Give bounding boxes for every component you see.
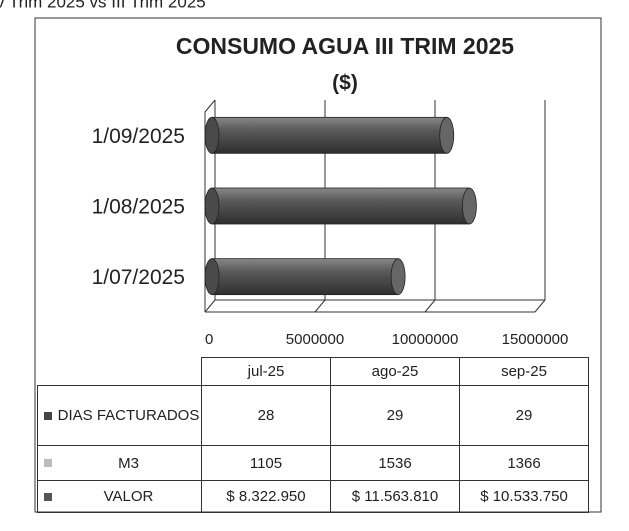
table-cell: 1105: [201, 445, 331, 481]
data-table: jul-25 ago-25 sep-25 DIAS FACTURADOS 28 29 29 M…: [37, 357, 589, 513]
row-label: VALOR: [37, 480, 202, 513]
bar-cap-end: [390, 258, 406, 296]
table-cell: $ 10.533.750: [459, 480, 589, 513]
bar: [211, 116, 448, 154]
row-name: VALOR: [103, 488, 154, 505]
bar-cap-start: [204, 116, 220, 154]
bar: [211, 258, 399, 296]
row-name: DIAS FACTURADOS: [57, 407, 200, 424]
chart-subtitle: ($): [332, 72, 358, 95]
bar-cap-start: [204, 258, 220, 296]
y-tick-label: 1/08/2025: [92, 196, 185, 219]
grid-line-floor: [204, 299, 216, 313]
column-header: jul-25: [201, 357, 331, 386]
row-label-wrap: M3: [44, 455, 201, 472]
table-cell: 1536: [330, 445, 460, 481]
x-tick-label: 5000000: [286, 331, 344, 348]
row-label-wrap: VALOR: [44, 488, 201, 505]
table-cell: 29: [330, 385, 460, 446]
grid-line-floor: [314, 299, 326, 313]
bar-cap-end: [439, 116, 455, 154]
grid-line-floor: [424, 299, 436, 313]
column-header: sep-25: [459, 357, 589, 386]
x-tick-label: 10000000: [392, 331, 459, 348]
legend-key: [44, 411, 52, 420]
bar-cap-end: [462, 187, 477, 225]
column-header: ago-25: [330, 357, 460, 386]
grid-line-floor: [534, 299, 546, 313]
table-cell: 29: [459, 385, 589, 446]
header-text: v Trim 2025 vs III Trim 2025: [0, 0, 206, 11]
legend-key: [44, 492, 52, 501]
table-cell: $ 11.563.810: [330, 480, 460, 513]
bar-cap-start: [204, 187, 220, 225]
header-row: jul-25 ago-25 sep-25: [38, 357, 589, 386]
blank-cell: [38, 358, 202, 386]
table-row: VALOR $ 8.322.950 $ 11.563.810 $ 10.533.750: [37, 480, 589, 513]
table-row: M3 1105 1536 1366: [37, 445, 589, 481]
y-tick-label: 1/07/2025: [92, 266, 185, 289]
bar: [211, 187, 470, 225]
legend-key: [44, 459, 52, 467]
side-top: [204, 99, 216, 113]
x-tick-label: 15000000: [502, 331, 569, 348]
row-label: M3: [37, 445, 202, 481]
y-tick-label: 1/09/2025: [92, 125, 185, 148]
table-cell: 1366: [459, 445, 589, 481]
chart-title: CONSUMO AGUA III TRIM 2025: [176, 33, 514, 59]
row-name: M3: [118, 454, 139, 472]
row-label: DIAS FACTURADOS: [37, 385, 202, 446]
table-cell: $ 8.322.950: [201, 480, 331, 513]
plot: 0 5000000 10000000 15000000 1/07/2025 1/08/20…: [92, 99, 569, 348]
table-row: DIAS FACTURADOS 28 29 29: [37, 385, 589, 446]
table-cell: 28: [201, 385, 331, 446]
x-tick-label: 0: [205, 331, 213, 348]
row-label-wrap: DIAS FACTURADOS: [44, 407, 201, 424]
